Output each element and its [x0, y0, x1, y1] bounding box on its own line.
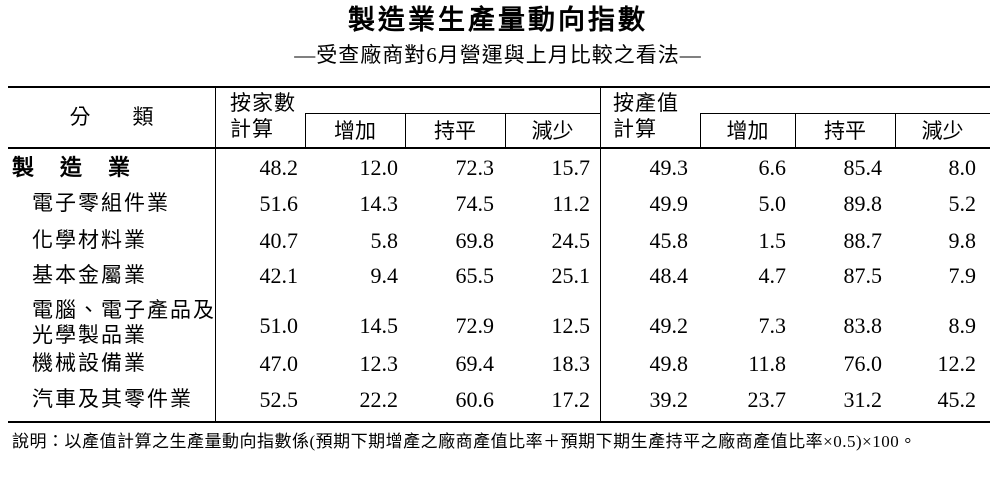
- cell-value: 88.7: [843, 228, 883, 253]
- cell-value: 6.6: [758, 155, 787, 180]
- cell-value: 12.3: [359, 351, 399, 376]
- cell-value: 24.5: [551, 228, 591, 253]
- col-rule: [405, 113, 406, 148]
- cell-value: 15.7: [551, 155, 591, 180]
- cell-value: 23.7: [747, 387, 787, 412]
- rule-sub: [700, 113, 990, 114]
- cell-value: 49.2: [649, 313, 689, 338]
- cell-value: 72.3: [455, 155, 495, 180]
- cell-value: 51.6: [259, 191, 299, 216]
- header-cell: 減少: [921, 119, 964, 143]
- col-rule: [700, 113, 701, 148]
- cell-value: 9.8: [948, 228, 977, 253]
- cell-value: 17.2: [551, 387, 591, 412]
- cell-value: 83.8: [843, 313, 883, 338]
- cell-value: 22.2: [359, 387, 399, 412]
- cell-value: 45.8: [649, 228, 689, 253]
- subtitle: —受查廠商對6月營運與上月比較之看法—: [294, 43, 702, 67]
- cell-value: 42.1: [259, 263, 299, 288]
- row-label: 基本金屬業: [32, 263, 147, 287]
- note: 說明：以產值計算之生產量動向指數係(預期下期增產之廠商產值比率＋預期下期生產持平…: [12, 432, 917, 451]
- cell-value: 14.3: [359, 191, 399, 216]
- cell-value: 49.3: [649, 155, 689, 180]
- cell-value: 8.0: [948, 155, 977, 180]
- col-rule: [305, 113, 306, 148]
- cell-value: 12.0: [359, 155, 399, 180]
- cell-value: 49.8: [649, 351, 689, 376]
- cell-value: 1.5: [758, 228, 787, 253]
- rule-header: [8, 147, 990, 149]
- cell-value: 4.7: [758, 263, 787, 288]
- cell-value: 5.0: [758, 191, 787, 216]
- cell-value: 48.4: [649, 263, 689, 288]
- cell-value: 39.2: [649, 387, 689, 412]
- cell-value: 25.1: [551, 263, 591, 288]
- cell-value: 76.0: [843, 351, 883, 376]
- rule-top: [8, 86, 990, 88]
- cell-value: 65.5: [455, 263, 495, 288]
- header-cell: 按家數 計算: [230, 91, 296, 142]
- header-cell: 增加: [334, 119, 376, 143]
- cell-value: 69.8: [455, 228, 495, 253]
- cell-value: 49.9: [649, 191, 689, 216]
- cell-value: 5.2: [948, 191, 977, 216]
- header-cell: 分 類: [69, 105, 154, 129]
- cell-value: 11.8: [748, 351, 786, 376]
- col-rule: [215, 86, 216, 423]
- cell-value: 48.2: [259, 155, 299, 180]
- cell-value: 8.9: [948, 313, 977, 338]
- row-label: 汽車及其零件業: [32, 387, 193, 411]
- cell-value: 5.8: [370, 228, 399, 253]
- row-label: 機械設備業: [32, 351, 147, 375]
- cell-value: 12.2: [937, 351, 977, 376]
- row-label: 化學材料業: [32, 228, 147, 252]
- cell-value: 9.4: [370, 263, 399, 288]
- header-cell: 持平: [434, 119, 476, 143]
- row-label: 製 造 業: [12, 155, 133, 180]
- cell-value: 7.3: [758, 313, 787, 338]
- header-cell: 按產值 計算: [613, 91, 679, 142]
- cell-value: 72.9: [455, 313, 495, 338]
- rule-sub: [305, 113, 600, 114]
- cell-value: 31.2: [843, 387, 883, 412]
- cell-value: 7.9: [948, 263, 977, 288]
- row-label: 電腦、電子產品及 光學製品業: [32, 298, 216, 348]
- header-cell: 增加: [726, 119, 769, 143]
- cell-value: 85.4: [843, 155, 883, 180]
- col-rule: [505, 113, 506, 148]
- cell-value: 89.8: [843, 191, 883, 216]
- cell-value: 40.7: [259, 228, 299, 253]
- cell-value: 69.4: [455, 351, 495, 376]
- header-cell: 減少: [531, 119, 574, 143]
- cell-value: 74.5: [455, 191, 495, 216]
- cell-value: 51.0: [259, 313, 299, 338]
- cell-value: 18.3: [551, 351, 591, 376]
- col-rule: [895, 113, 896, 148]
- cell-value: 14.5: [359, 313, 399, 338]
- rule-bottom: [8, 421, 990, 423]
- cell-value: 47.0: [259, 351, 299, 376]
- title: 製造業生產量動向指數: [348, 5, 648, 35]
- cell-value: 11.2: [552, 191, 590, 216]
- col-rule: [795, 113, 796, 148]
- cell-value: 87.5: [843, 263, 883, 288]
- cell-value: 45.2: [937, 387, 977, 412]
- header-cell: 持平: [824, 119, 866, 143]
- cell-value: 52.5: [259, 387, 299, 412]
- row-label: 電子零組件業: [32, 191, 170, 215]
- cell-value: 60.6: [455, 387, 495, 412]
- cell-value: 12.5: [551, 313, 591, 338]
- col-rule: [600, 86, 601, 423]
